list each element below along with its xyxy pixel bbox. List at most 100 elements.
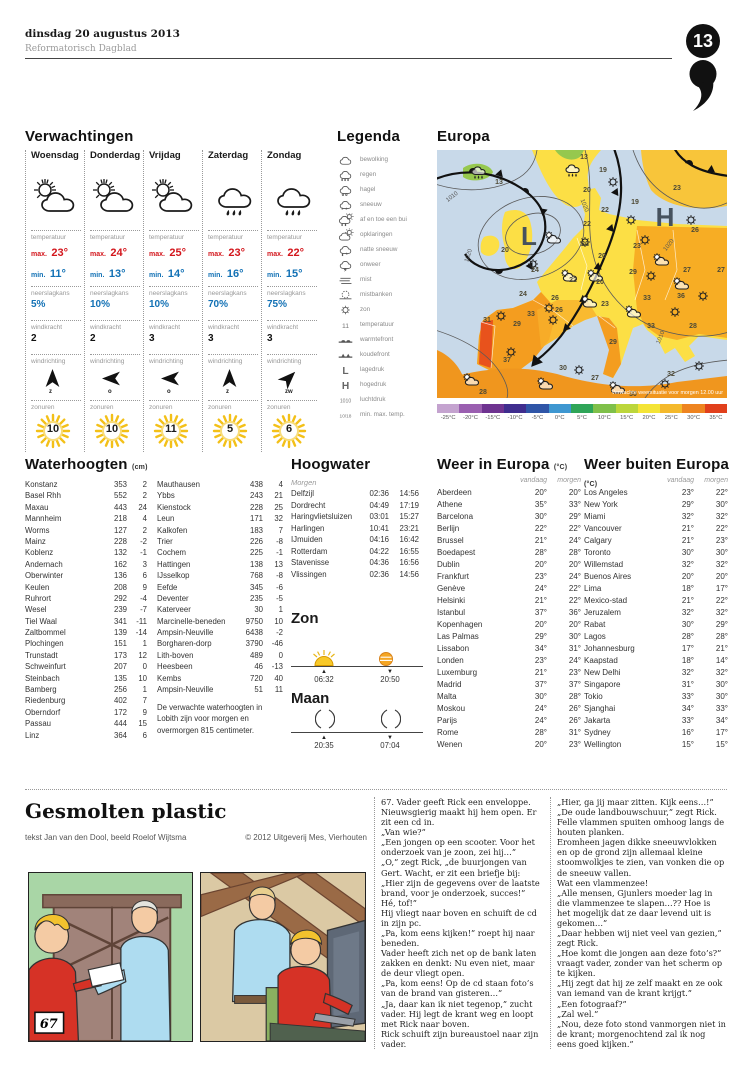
tide-time-1: 03:01	[369, 512, 389, 521]
city-temp-row: Singapore 31° 30°	[584, 680, 728, 692]
level-value: 402	[113, 696, 127, 706]
sun-hours-value: 11	[165, 423, 177, 435]
map-africa	[437, 368, 727, 398]
map-temp-label: 13	[580, 154, 588, 161]
temp-today: 21°	[534, 596, 547, 605]
legend-item: mist	[337, 272, 433, 287]
legend-label: luchtdruk	[360, 396, 386, 403]
station-name: Tiel Waal	[25, 616, 57, 626]
story-column-2: „Hier, ga jij maar zitten. Kijk eens…!” „…	[550, 797, 726, 1049]
level-value: 256	[113, 685, 127, 695]
temp-tomorrow: 30°	[568, 632, 581, 641]
precip-label: neerslagkans	[208, 290, 247, 297]
level-change: 12	[138, 650, 147, 660]
precipitation-block: neerslagkans 75%	[267, 286, 317, 320]
level-change: -46	[271, 639, 283, 649]
level-value: 226	[249, 536, 263, 546]
city-temp-row: Mexico-stad 21° 22°	[584, 596, 728, 608]
precip-value: 5%	[31, 299, 46, 310]
legend-icon	[337, 168, 354, 182]
panel-number: 67	[40, 1017, 58, 1032]
max-label: max.	[149, 251, 165, 258]
waterlevel-row: Linz 364 6	[25, 731, 147, 742]
europa-map-title: Europa	[437, 128, 490, 145]
legend-icon	[337, 153, 354, 167]
forecast-day-column: Vrijdag temperatuur max. 25° min. 14° ne…	[143, 150, 202, 452]
level-value: 151	[113, 639, 127, 649]
comma-logo-icon	[689, 60, 717, 111]
level-change: 2	[142, 491, 147, 501]
station-name: Steinbach	[25, 673, 60, 683]
temperature-scale-labels: -25°C -20°C -15°C -10°C -5°C 0°C 5°C 10°C 15°C 20…	[437, 415, 727, 421]
moonset-triangle-icon: ▼	[387, 735, 393, 741]
temperature-block: temperatuur max. 23° min. 16°	[208, 230, 258, 286]
temperature-block: temperatuur max. 24° min. 13°	[90, 230, 140, 286]
station-name: Basel Rhh	[25, 491, 61, 501]
isobar-label: 1020	[579, 198, 590, 213]
city-temp-row: Madrid 37° 37°	[437, 680, 581, 692]
max-label: max.	[31, 251, 47, 258]
level-value: 162	[113, 559, 127, 569]
level-value: 444	[113, 719, 127, 729]
wind-direction-letter: z	[226, 389, 229, 395]
wind-direction-block: windrichting o	[149, 354, 199, 400]
map-temp-label: 22	[601, 207, 609, 214]
temp-tomorrow: 24°	[568, 656, 581, 665]
legend-item: bewolking	[337, 152, 433, 167]
city-name: Londen	[437, 656, 464, 665]
legend-item: onweer	[337, 257, 433, 272]
story-paragraph: „Een fotograaf?”	[557, 998, 627, 1009]
legend-item: warmtefront	[337, 332, 433, 347]
level-change: 10	[138, 673, 147, 683]
scale-segment	[615, 404, 638, 413]
wind-direction-letter: z	[49, 389, 52, 395]
temp-today: 22°	[534, 524, 547, 533]
station-name: Linz	[25, 730, 40, 740]
tide-time-2: 15:27	[399, 512, 419, 521]
map-temp-label: 33	[643, 295, 651, 302]
map-temp-label: 29	[629, 269, 637, 276]
station-name: Riedenburg	[25, 696, 66, 706]
map-temp-label: 29	[513, 321, 521, 328]
city-name: Berlijn	[437, 524, 460, 533]
temp-tomorrow: 32°	[715, 560, 728, 569]
city-name: Lissabon	[437, 644, 470, 653]
high-pressure-letter: H	[656, 202, 675, 232]
temperature-block: temperatuur max. 25° min. 14°	[149, 230, 199, 286]
sunrise-triangle-icon: ▲	[321, 669, 327, 675]
moonrise-icon	[315, 709, 335, 729]
min-label: min.	[267, 272, 282, 279]
hightide-row: Dordrecht 04:49 17:19	[291, 501, 419, 513]
city-name: Jeruzalem	[584, 608, 621, 617]
level-change: 25	[274, 502, 283, 512]
scale-label: 30°C	[687, 415, 701, 421]
map-scandinavia	[532, 150, 601, 208]
station-name: Passau	[25, 719, 52, 729]
wind-direction-block: windrichting z	[208, 354, 258, 400]
city-temp-row: Miami 32° 32°	[584, 512, 728, 524]
map-temp-label: 30	[629, 391, 637, 398]
precip-label: neerslagkans	[31, 290, 70, 297]
sunburst-icon: 6	[271, 413, 307, 449]
tide-time-1: 04:16	[369, 535, 389, 544]
scale-label: 35°C	[709, 415, 723, 421]
city-temp-row: Parijs 24° 26°	[437, 716, 581, 728]
scale-segment	[459, 404, 482, 413]
wind-force-label: windkracht	[267, 324, 299, 331]
europe-temps-table: Aberdeen 20° 20° Athene 35° 33° Barcelona 30° 29…	[437, 488, 581, 752]
city-temp-row: Brussel 21° 24°	[437, 536, 581, 548]
wind-direction-letter: o	[108, 389, 112, 395]
map-temp-label: 20	[596, 279, 604, 286]
sunset-time: 20:50	[380, 675, 400, 684]
city-name: Toronto	[584, 548, 611, 557]
temp-today: 31°	[681, 680, 694, 689]
isobar-label: 1020	[464, 248, 474, 263]
temp-tomorrow: 17°	[715, 584, 728, 593]
sunrise-icon	[313, 650, 335, 666]
scale-segment	[526, 404, 549, 413]
temperature-label: temperatuur	[267, 234, 303, 241]
city-temp-row: Johannesburg 17° 21°	[584, 644, 728, 656]
level-value: 139	[113, 628, 127, 638]
level-change: 2	[142, 480, 147, 489]
precip-value: 70%	[208, 299, 229, 310]
